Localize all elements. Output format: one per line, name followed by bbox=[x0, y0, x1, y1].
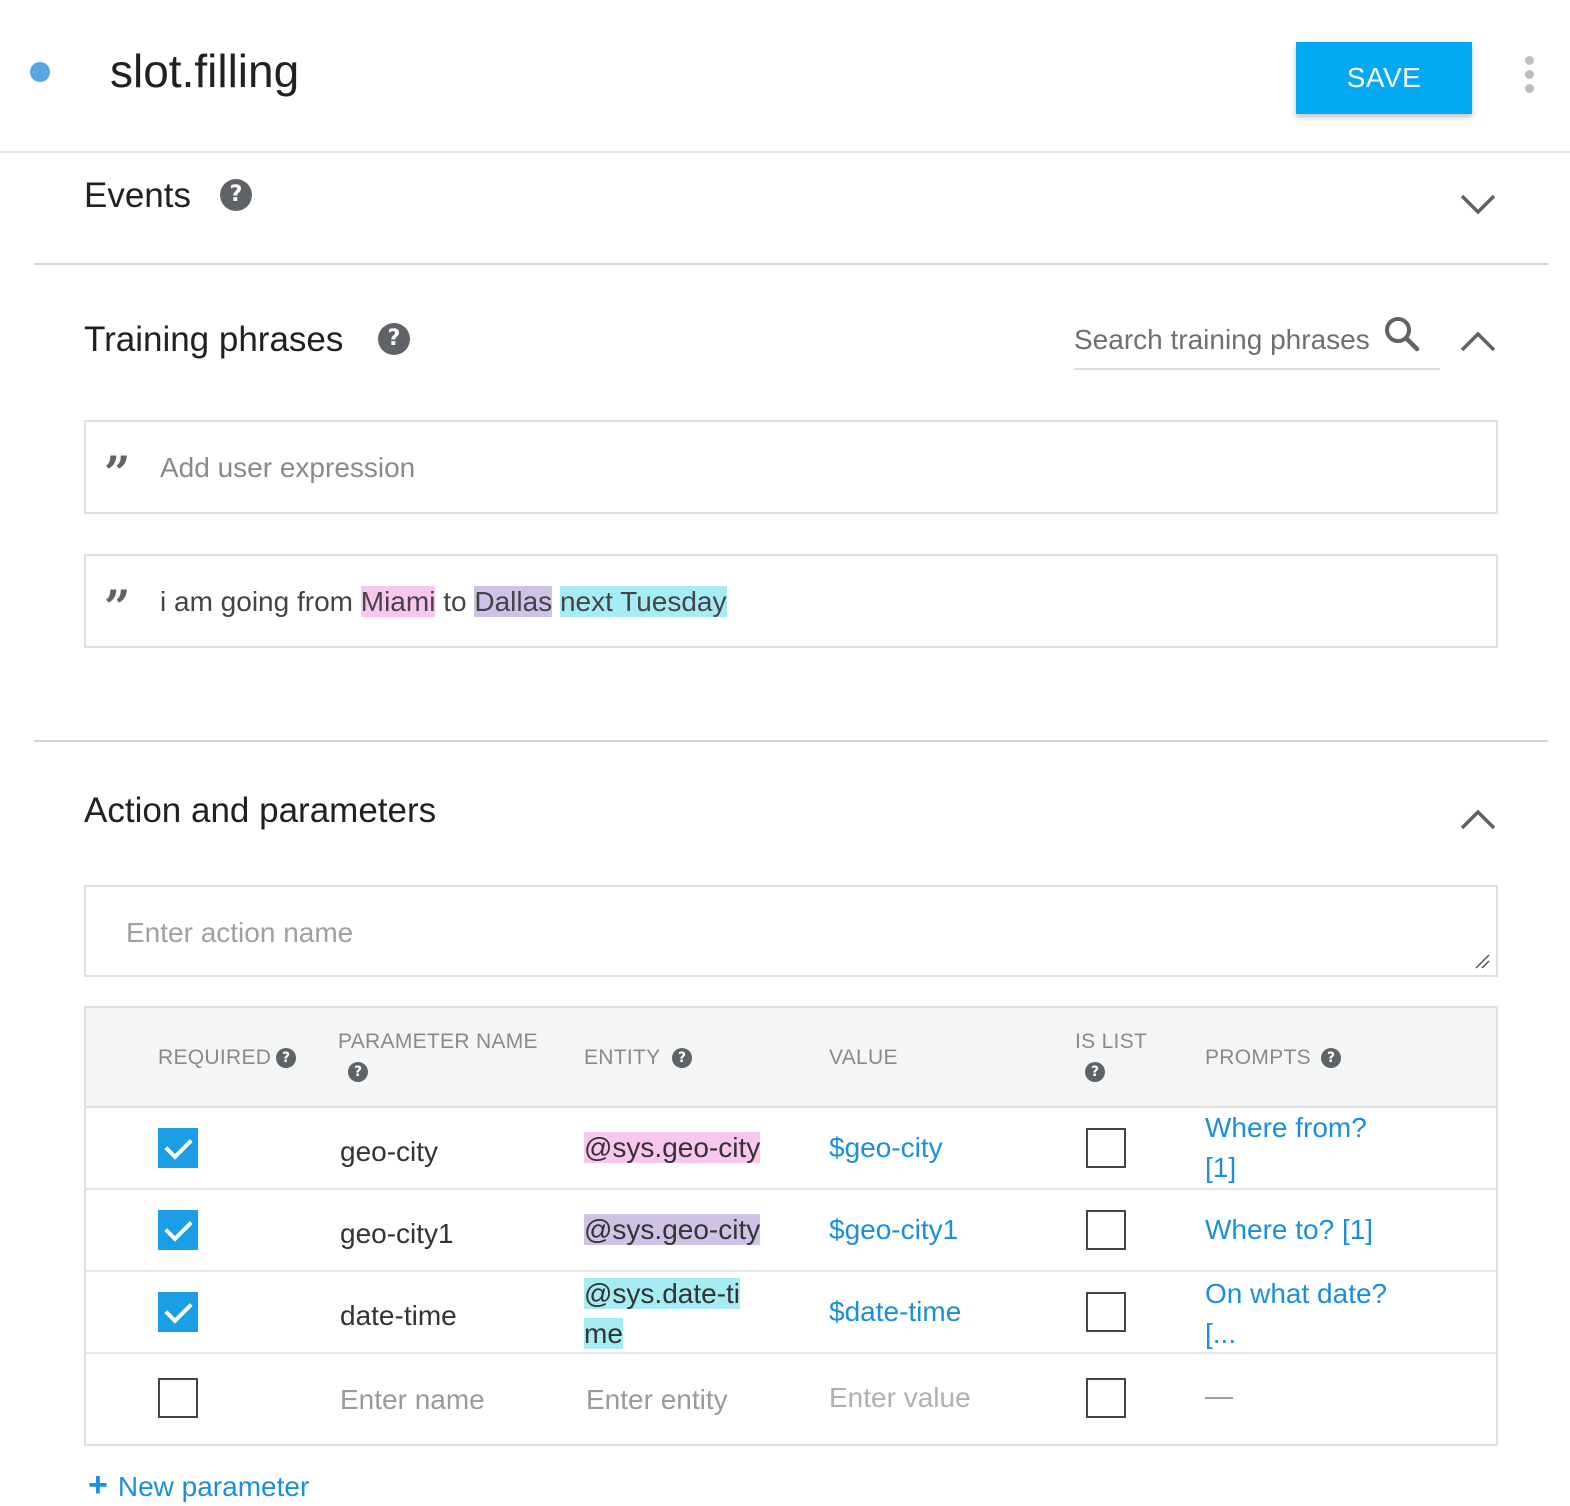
events-title: Events bbox=[84, 176, 191, 215]
parameter-entity[interactable]: @sys.geo-city bbox=[584, 1132, 761, 1163]
parameter-entity-input[interactable]: Enter entity bbox=[586, 1384, 728, 1415]
phrase-text-part: to bbox=[435, 586, 475, 617]
training-help-icon[interactable]: ? bbox=[378, 323, 410, 355]
is-list-checkbox[interactable] bbox=[1086, 1378, 1126, 1418]
quote-icon: ” bbox=[104, 580, 131, 634]
required-checkbox[interactable] bbox=[158, 1378, 198, 1418]
resize-handle-icon[interactable] bbox=[1474, 953, 1490, 969]
parameter-prompts[interactable]: On what date? [... bbox=[1205, 1278, 1388, 1349]
table-header: REQUIRED ? PARAMETER NAME ? ENTITY ? VAL… bbox=[86, 1008, 1496, 1108]
header-entity: ENTITY bbox=[584, 1046, 661, 1069]
action-name-box bbox=[84, 885, 1498, 977]
table-row[interactable]: date-time @sys.date-time $date-time On w… bbox=[86, 1272, 1496, 1354]
parameter-value-input[interactable]: Enter value bbox=[829, 1382, 971, 1413]
parameter-name[interactable]: date-time bbox=[340, 1300, 457, 1331]
quote-icon: ” bbox=[104, 446, 131, 500]
parameter-prompts[interactable]: Where to? [1] bbox=[1205, 1214, 1374, 1245]
new-parameter-label: New parameter bbox=[117, 1471, 310, 1502]
annotated-entity-text[interactable]: Dallas bbox=[474, 586, 553, 617]
table-row[interactable]: geo-city @sys.geo-city $geo-city Where f… bbox=[86, 1108, 1496, 1190]
section-divider bbox=[34, 263, 1548, 265]
parameter-prompts[interactable]: Where from? [1] bbox=[1205, 1112, 1367, 1183]
intent-header: slot.filling SAVE bbox=[0, 0, 1570, 153]
required-checkbox[interactable] bbox=[158, 1128, 198, 1168]
parameter-name-help-icon[interactable]: ? bbox=[348, 1062, 368, 1082]
training-phrases-title: Training phrases bbox=[84, 320, 344, 359]
events-help-icon[interactable]: ? bbox=[220, 179, 252, 211]
entity-help-icon[interactable]: ? bbox=[672, 1048, 692, 1068]
parameter-entity[interactable]: @sys.date-time bbox=[584, 1278, 741, 1349]
annotated-entity-text[interactable]: Miami bbox=[360, 586, 436, 617]
phrase-text-part bbox=[552, 586, 560, 617]
training-search bbox=[1074, 312, 1440, 370]
intent-status-dot bbox=[30, 62, 50, 82]
parameter-value[interactable]: $geo-city bbox=[829, 1132, 943, 1163]
header-prompts: PROMPTS bbox=[1205, 1046, 1311, 1069]
more-vert-icon[interactable] bbox=[1516, 54, 1544, 94]
parameter-prompts-placeholder: — bbox=[1205, 1380, 1233, 1411]
phrase-text-part: i am going from bbox=[160, 586, 361, 617]
chevron-up-icon[interactable] bbox=[1458, 328, 1498, 358]
parameters-table: REQUIRED ? PARAMETER NAME ? ENTITY ? VAL… bbox=[84, 1006, 1498, 1446]
action-parameters-title: Action and parameters bbox=[84, 791, 437, 830]
table-row[interactable]: geo-city1 @sys.geo-city $geo-city1 Where… bbox=[86, 1190, 1496, 1272]
save-button[interactable]: SAVE bbox=[1296, 42, 1472, 114]
chevron-down-icon[interactable] bbox=[1458, 188, 1498, 218]
parameter-entity[interactable]: @sys.geo-city bbox=[584, 1214, 761, 1245]
add-expression-box: ” bbox=[84, 420, 1498, 514]
action-name-input[interactable] bbox=[126, 913, 1426, 953]
prompts-help-icon[interactable]: ? bbox=[1321, 1048, 1341, 1068]
plus-icon: + bbox=[88, 1466, 108, 1504]
required-checkbox[interactable] bbox=[158, 1292, 198, 1332]
section-divider bbox=[34, 740, 1548, 742]
header-parameter-name: PARAMETER NAME bbox=[338, 1030, 538, 1053]
training-phrase-row[interactable]: ” i am going from Miami to Dallas next T… bbox=[84, 554, 1498, 648]
is-list-checkbox[interactable] bbox=[1086, 1128, 1126, 1168]
new-parameter-link[interactable]: + New parameter bbox=[88, 1466, 309, 1505]
search-icon[interactable] bbox=[1382, 314, 1422, 354]
add-user-expression-input[interactable] bbox=[160, 448, 1460, 488]
search-training-input[interactable] bbox=[1074, 322, 1374, 358]
is-list-checkbox[interactable] bbox=[1086, 1210, 1126, 1250]
training-phrase-text[interactable]: i am going from Miami to Dallas next Tue… bbox=[160, 582, 727, 622]
chevron-up-icon[interactable] bbox=[1458, 806, 1498, 836]
header-is-list: IS LIST bbox=[1075, 1030, 1148, 1053]
required-checkbox[interactable] bbox=[158, 1210, 198, 1250]
parameter-name[interactable]: geo-city bbox=[340, 1136, 439, 1167]
header-required: REQUIRED bbox=[158, 1046, 272, 1069]
parameter-value[interactable]: $date-time bbox=[829, 1296, 962, 1327]
intent-title[interactable]: slot.filling bbox=[110, 45, 300, 97]
annotated-entity-text[interactable]: next Tuesday bbox=[559, 586, 727, 617]
new-parameter-row[interactable]: Enter name Enter entity Enter value — bbox=[86, 1354, 1496, 1444]
parameter-value[interactable]: $geo-city1 bbox=[829, 1214, 959, 1245]
required-help-icon[interactable]: ? bbox=[276, 1048, 296, 1068]
header-value: VALUE bbox=[829, 1046, 898, 1069]
parameter-name[interactable]: geo-city1 bbox=[340, 1218, 454, 1249]
is-list-help-icon[interactable]: ? bbox=[1085, 1062, 1105, 1082]
parameter-name-input[interactable]: Enter name bbox=[340, 1384, 485, 1415]
is-list-checkbox[interactable] bbox=[1086, 1292, 1126, 1332]
